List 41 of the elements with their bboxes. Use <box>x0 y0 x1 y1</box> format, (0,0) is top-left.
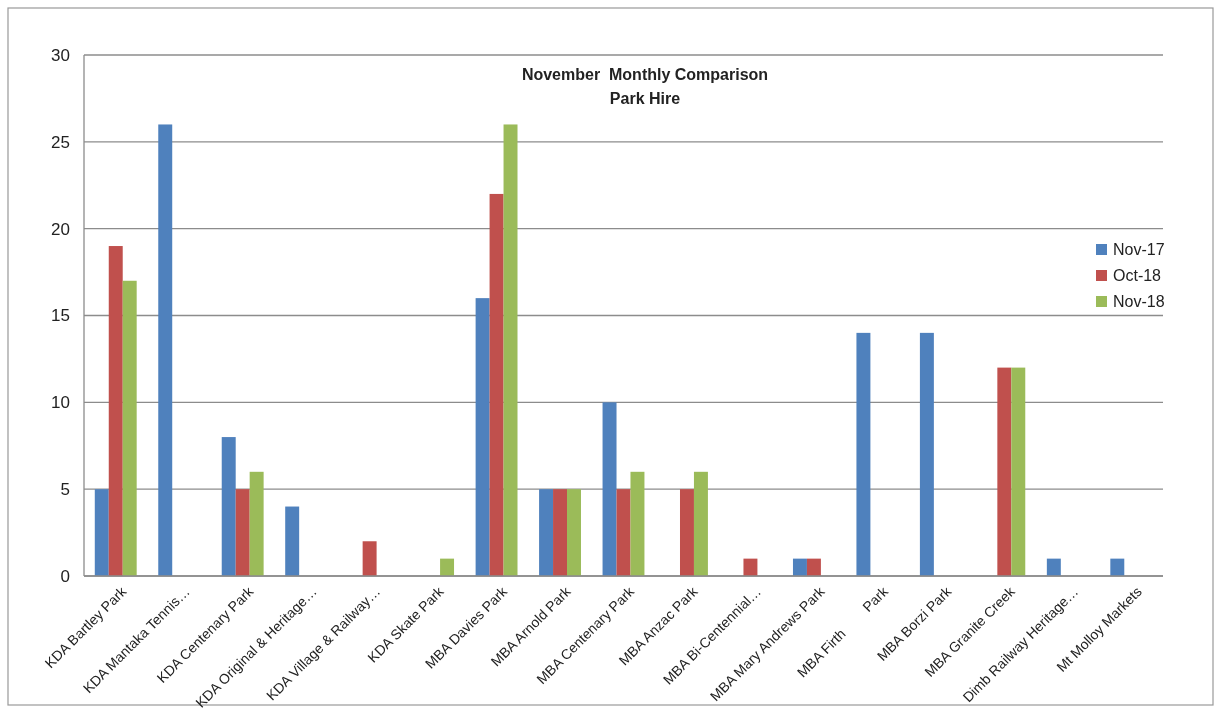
y-tick-label: 10 <box>51 393 70 413</box>
y-tick-label: 5 <box>60 480 70 500</box>
y-tick-label: 30 <box>51 45 70 65</box>
bar <box>489 193 504 576</box>
bar <box>792 558 807 576</box>
bar <box>503 124 518 576</box>
bar <box>440 558 455 576</box>
bar <box>108 246 123 576</box>
bar <box>630 471 645 576</box>
legend-label: Nov-17 <box>1113 241 1165 258</box>
legend-label: Nov-18 <box>1113 293 1165 310</box>
bar <box>285 506 300 576</box>
bar <box>553 489 568 576</box>
y-tick-label: 20 <box>51 219 70 239</box>
bar <box>1046 558 1061 576</box>
bar <box>221 437 236 576</box>
bar <box>122 280 137 576</box>
bar <box>158 124 173 576</box>
bar <box>806 558 821 576</box>
bar <box>539 489 554 576</box>
bar <box>997 367 1012 576</box>
y-tick-label: 0 <box>60 566 70 586</box>
bar <box>362 541 377 576</box>
y-tick-label: 25 <box>51 132 70 152</box>
bar <box>602 402 617 576</box>
bar <box>1011 367 1026 576</box>
bar <box>919 332 934 576</box>
bar <box>475 298 490 576</box>
bar <box>679 489 694 576</box>
bar <box>567 489 581 576</box>
bar <box>1110 558 1125 576</box>
bar <box>616 489 631 576</box>
bar <box>235 489 250 576</box>
bar <box>249 471 264 576</box>
bar <box>743 558 758 576</box>
text: November Monthly Comparison Park Hire <box>521 66 769 107</box>
legend-label: Oct-18 <box>1113 267 1162 284</box>
bar <box>693 471 708 576</box>
bar <box>94 489 109 576</box>
bar <box>856 332 871 576</box>
y-tick-label: 15 <box>51 306 70 326</box>
